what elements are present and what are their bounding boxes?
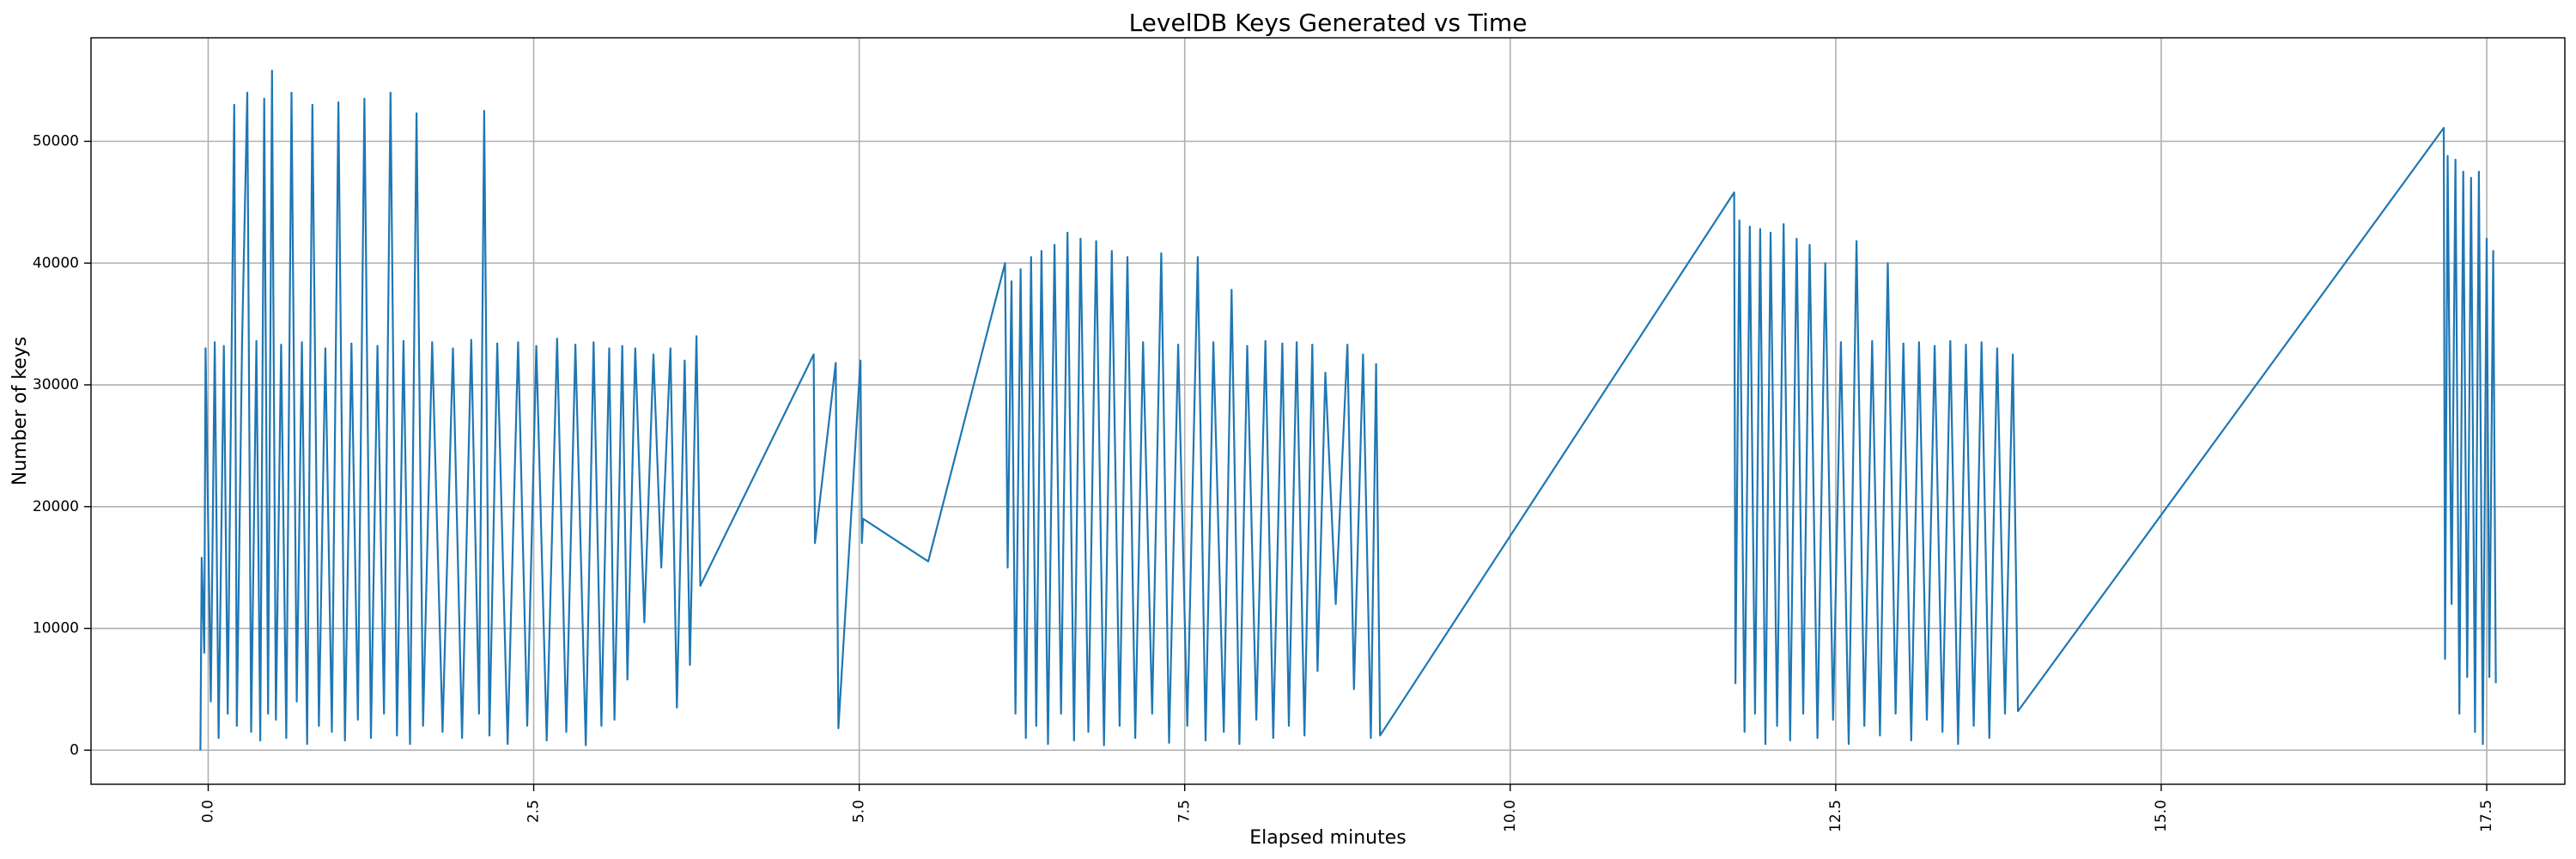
series-line-0 bbox=[199, 70, 2497, 751]
series-area bbox=[199, 70, 2497, 751]
x-tick-label: 5.0 bbox=[851, 800, 868, 823]
y-tick-label: 30000 bbox=[33, 376, 79, 393]
x-tick-label: 0.0 bbox=[199, 800, 216, 823]
x-tick-label: 15.0 bbox=[2153, 800, 2170, 832]
y-tick-label: 20000 bbox=[33, 498, 79, 515]
axis-ticks: 0.0 2.5 5.0 7.5 10.0 12.5 15.0 17.5 0 10000 20000 3… bbox=[33, 132, 2495, 832]
y-tick-label: 10000 bbox=[33, 620, 79, 637]
y-tick-label: 50000 bbox=[33, 132, 79, 149]
x-tick-label: 10.0 bbox=[1502, 800, 1519, 832]
plot-frame bbox=[90, 37, 2566, 785]
y-axis-label: Number of keys bbox=[9, 337, 31, 486]
grid bbox=[91, 38, 2565, 784]
chart-title: LevelDB Keys Generated vs Time bbox=[1129, 9, 1528, 37]
x-axis-label: Elapsed minutes bbox=[1249, 827, 1406, 849]
x-tick-label: 7.5 bbox=[1176, 800, 1194, 823]
x-tick-label: 12.5 bbox=[1827, 800, 1844, 832]
y-tick-label: 0 bbox=[70, 741, 79, 758]
y-tick-label: 40000 bbox=[33, 254, 79, 271]
x-tick-label: 17.5 bbox=[2478, 800, 2495, 832]
x-tick-label: 2.5 bbox=[526, 800, 543, 823]
